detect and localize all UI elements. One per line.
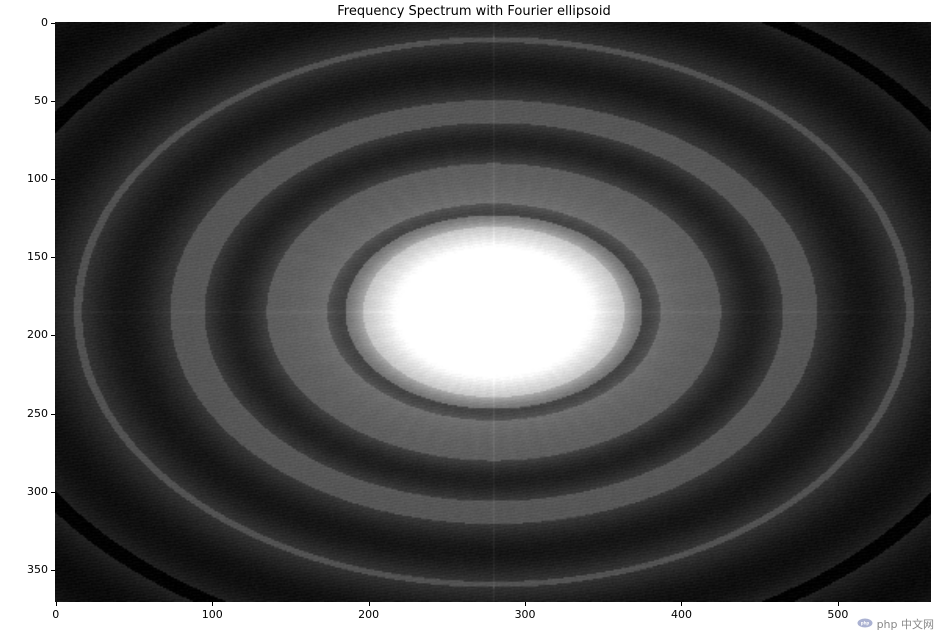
x-tick-label: 300 <box>513 608 537 621</box>
figure: Frequency Spectrum with Fourier ellipsoi… <box>0 0 948 637</box>
y-tick-mark <box>51 257 55 258</box>
x-tick-label: 100 <box>200 608 224 621</box>
y-tick-label: 50 <box>34 94 48 107</box>
y-tick-mark <box>51 492 55 493</box>
x-tick-label: 500 <box>826 608 850 621</box>
y-tick-label: 150 <box>27 250 48 263</box>
y-tick-mark <box>51 101 55 102</box>
x-tick-mark <box>525 602 526 606</box>
y-tick-label: 350 <box>27 563 48 576</box>
y-tick-mark <box>51 23 55 24</box>
x-tick-label: 0 <box>44 608 68 621</box>
spectrum-image <box>55 22 931 602</box>
y-tick-label: 200 <box>27 328 48 341</box>
x-tick-mark <box>681 602 682 606</box>
x-tick-mark <box>369 602 370 606</box>
y-tick-label: 250 <box>27 407 48 420</box>
y-tick-mark <box>51 335 55 336</box>
y-tick-label: 0 <box>41 16 48 29</box>
svg-text:php: php <box>860 620 869 625</box>
y-tick-mark <box>51 414 55 415</box>
y-tick-mark <box>51 179 55 180</box>
x-tick-label: 200 <box>357 608 381 621</box>
chart-title: Frequency Spectrum with Fourier ellipsoi… <box>0 4 948 19</box>
watermark-text: php 中文网 <box>877 616 934 632</box>
x-tick-label: 400 <box>669 608 693 621</box>
y-tick-mark <box>51 570 55 571</box>
x-tick-mark <box>838 602 839 606</box>
php-logo-icon: php <box>857 618 873 631</box>
watermark: php php 中文网 <box>851 615 940 633</box>
x-tick-mark <box>56 602 57 606</box>
y-tick-label: 100 <box>27 172 48 185</box>
y-tick-label: 300 <box>27 485 48 498</box>
chart-axes <box>55 22 931 602</box>
x-tick-mark <box>212 602 213 606</box>
